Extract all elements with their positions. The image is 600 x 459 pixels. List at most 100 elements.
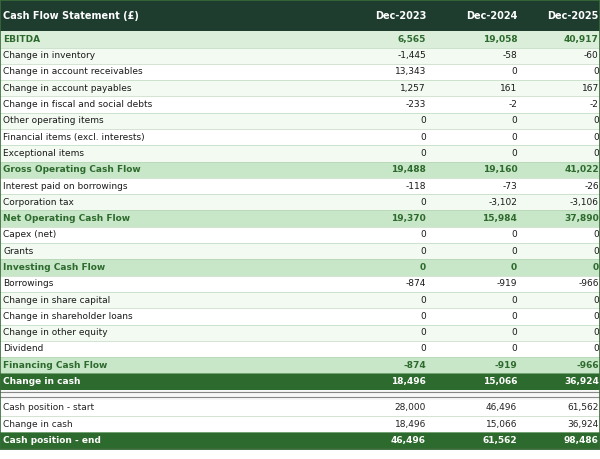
Text: 0: 0 (593, 246, 599, 256)
Bar (0, 210, 600, 227)
Text: 0: 0 (593, 312, 599, 321)
Text: Change in fiscal and social debts: Change in fiscal and social debts (3, 100, 152, 109)
Text: 0: 0 (511, 344, 517, 353)
Text: 0: 0 (420, 198, 426, 207)
Text: Cash position - start: Cash position - start (3, 403, 94, 413)
Text: 0: 0 (593, 149, 599, 158)
Text: Investing Cash Flow: Investing Cash Flow (3, 263, 105, 272)
Text: 161: 161 (500, 84, 517, 93)
Bar (0, 178, 600, 194)
Text: Change in account payables: Change in account payables (3, 84, 131, 93)
Text: Dividend: Dividend (3, 344, 43, 353)
Text: 0: 0 (511, 312, 517, 321)
Bar (0, 0, 600, 31)
Text: 19,488: 19,488 (391, 165, 426, 174)
Text: Corporation tax: Corporation tax (3, 198, 74, 207)
Text: 1,257: 1,257 (400, 84, 426, 93)
Text: 0: 0 (511, 246, 517, 256)
Text: EBITDA: EBITDA (3, 35, 40, 44)
Bar (0, 96, 600, 112)
Bar (0, 112, 600, 129)
Text: 13,343: 13,343 (395, 67, 426, 77)
Bar (0, 47, 600, 64)
Bar (0, 357, 600, 373)
Text: -919: -919 (494, 361, 517, 370)
Text: 0: 0 (593, 296, 599, 305)
Bar (0, 308, 600, 325)
Text: Gross Operating Cash Flow: Gross Operating Cash Flow (3, 165, 141, 174)
Text: 0: 0 (511, 230, 517, 240)
Text: 19,160: 19,160 (482, 165, 517, 174)
Text: Exceptional items: Exceptional items (3, 149, 84, 158)
Bar (0, 292, 600, 308)
Bar (0, 129, 600, 145)
Text: -58: -58 (502, 51, 517, 60)
Text: 0: 0 (511, 67, 517, 77)
Bar (0, 194, 600, 210)
Text: 0: 0 (593, 116, 599, 125)
Text: Dec-2023: Dec-2023 (374, 11, 426, 21)
Text: 0: 0 (420, 296, 426, 305)
Text: 0: 0 (593, 328, 599, 337)
Bar (0, 259, 600, 275)
Text: Financial items (excl. interests): Financial items (excl. interests) (3, 133, 145, 142)
Text: Dec-2024: Dec-2024 (466, 11, 517, 21)
Text: 37,890: 37,890 (564, 214, 599, 223)
Text: 0: 0 (420, 263, 426, 272)
Text: -919: -919 (497, 279, 517, 288)
Text: -233: -233 (406, 100, 426, 109)
Text: -118: -118 (406, 181, 426, 190)
Text: 46,496: 46,496 (391, 436, 426, 445)
Bar (0, 162, 600, 178)
Text: 46,496: 46,496 (486, 403, 517, 413)
Text: -26: -26 (584, 181, 599, 190)
Text: Change in cash: Change in cash (3, 377, 80, 386)
Bar (0, 275, 600, 292)
Text: 0: 0 (420, 344, 426, 353)
Text: 0: 0 (593, 230, 599, 240)
Text: 0: 0 (511, 149, 517, 158)
Text: 0: 0 (420, 149, 426, 158)
Text: 98,486: 98,486 (564, 436, 599, 445)
Bar (0, 31, 600, 47)
Bar (0, 390, 600, 400)
Text: -73: -73 (502, 181, 517, 190)
Text: -966: -966 (576, 361, 599, 370)
Text: 0: 0 (593, 133, 599, 142)
Text: 41,022: 41,022 (564, 165, 599, 174)
Text: 0: 0 (511, 116, 517, 125)
Text: Interest paid on borrowings: Interest paid on borrowings (3, 181, 128, 190)
Bar (0, 80, 600, 96)
Text: Change in other equity: Change in other equity (3, 328, 107, 337)
Text: Grants: Grants (3, 246, 33, 256)
Text: -3,102: -3,102 (488, 198, 517, 207)
Text: 15,066: 15,066 (486, 420, 517, 429)
Bar (0, 325, 600, 341)
Text: Cash Flow Statement (£): Cash Flow Statement (£) (3, 11, 139, 21)
Text: 0: 0 (420, 133, 426, 142)
Text: Change in cash: Change in cash (3, 420, 73, 429)
Text: 61,562: 61,562 (568, 403, 599, 413)
Text: 19,370: 19,370 (391, 214, 426, 223)
Bar (0, 373, 600, 390)
Bar (0, 432, 600, 448)
Text: Change in inventory: Change in inventory (3, 51, 95, 60)
Bar (0, 64, 600, 80)
Text: 0: 0 (420, 312, 426, 321)
Bar (0, 400, 600, 416)
Text: 0: 0 (593, 344, 599, 353)
Text: 18,496: 18,496 (391, 377, 426, 386)
Text: 19,058: 19,058 (482, 35, 517, 44)
Text: 0: 0 (420, 116, 426, 125)
Text: 28,000: 28,000 (395, 403, 426, 413)
Bar (0, 145, 600, 162)
Text: Dec-2025: Dec-2025 (547, 11, 599, 21)
Text: 0: 0 (420, 328, 426, 337)
Text: Change in share capital: Change in share capital (3, 296, 110, 305)
Text: -966: -966 (578, 279, 599, 288)
Text: Change in shareholder loans: Change in shareholder loans (3, 312, 133, 321)
Text: 0: 0 (511, 263, 517, 272)
Bar (0, 227, 600, 243)
Text: -60: -60 (584, 51, 599, 60)
Text: 15,984: 15,984 (482, 214, 517, 223)
